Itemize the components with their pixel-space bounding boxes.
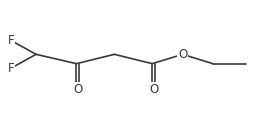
- Text: F: F: [7, 62, 14, 75]
- Text: O: O: [73, 83, 82, 96]
- Text: F: F: [7, 34, 14, 47]
- Text: O: O: [178, 48, 187, 61]
- Text: O: O: [149, 83, 158, 96]
